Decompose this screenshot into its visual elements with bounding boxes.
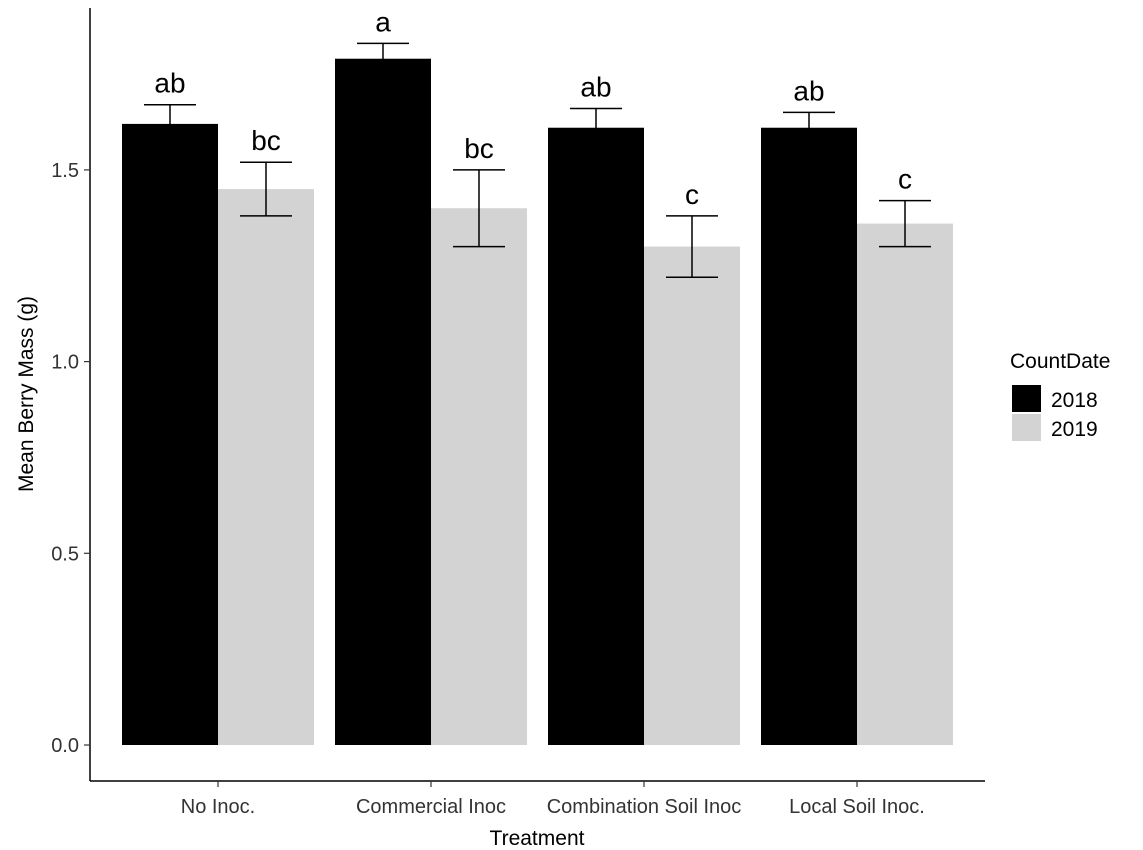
error-bar-2018-4 <box>783 111 835 144</box>
y-tick-label: 0.0 <box>51 735 79 757</box>
legend-label-2018: 2018 <box>1051 389 1098 412</box>
y-tick-label: 1.5 <box>51 160 79 182</box>
significance-label-2018-2: a <box>375 6 391 37</box>
significance-label-2018-3: ab <box>580 72 611 103</box>
error-bar-2019-2 <box>453 169 505 248</box>
error-bar-2018-1 <box>144 103 196 144</box>
significance-label-2019-3: c <box>685 179 699 210</box>
error-bar-2018-2 <box>357 42 409 75</box>
bar-2018-1 <box>122 123 218 746</box>
x-tick-label: Local Soil Inoc. <box>789 796 925 818</box>
legend-label-2019: 2019 <box>1051 418 1098 441</box>
x-axis-title: Treatment <box>490 827 585 850</box>
significance-label-2018-4: ab <box>793 75 824 106</box>
y-tick-label: 1.0 <box>51 352 79 374</box>
bar-2018-2 <box>335 58 431 746</box>
bar-2019-4 <box>857 223 953 746</box>
significance-label-2019-4: c <box>898 164 912 195</box>
y-axis-title: Mean Berry Mass (g) <box>15 296 38 492</box>
y-tick-label: 0.5 <box>51 543 79 565</box>
x-tick-label: Commercial Inoc <box>356 796 506 818</box>
bar-2019-2 <box>431 208 527 746</box>
significance-label-2018-1: ab <box>154 68 185 99</box>
legend-key-2019 <box>1012 414 1041 441</box>
bar-2018-4 <box>761 127 857 745</box>
bar-2018-3 <box>548 127 644 745</box>
error-bar-2019-3 <box>666 215 718 279</box>
error-bar-2019-1 <box>240 161 292 217</box>
axes-layer <box>89 8 985 782</box>
x-tick-label: No Inoc. <box>181 796 255 818</box>
error-bar-2019-4 <box>879 199 931 248</box>
error-bars-layer <box>144 42 931 279</box>
x-tick-label: Combination Soil Inoc <box>547 796 742 818</box>
bars-layer <box>122 58 953 746</box>
significance-label-2019-2: bc <box>464 133 494 164</box>
bar-2019-1 <box>218 189 314 745</box>
significance-labels-layer: ab a ab ab bc bc c c <box>154 6 912 210</box>
y-ticks-layer: 0.0 0.5 1.0 1.5 <box>51 160 90 757</box>
significance-label-2019-1: bc <box>251 125 281 156</box>
bar-2019-3 <box>644 246 740 745</box>
legend-key-2018 <box>1012 385 1041 412</box>
legend: CountDate 2018 2019 <box>1010 350 1110 441</box>
error-bar-2018-3 <box>570 107 622 148</box>
x-ticks-layer: No Inoc. Commercial Inoc Combination Soil … <box>181 781 925 818</box>
legend-title: CountDate <box>1010 350 1110 373</box>
